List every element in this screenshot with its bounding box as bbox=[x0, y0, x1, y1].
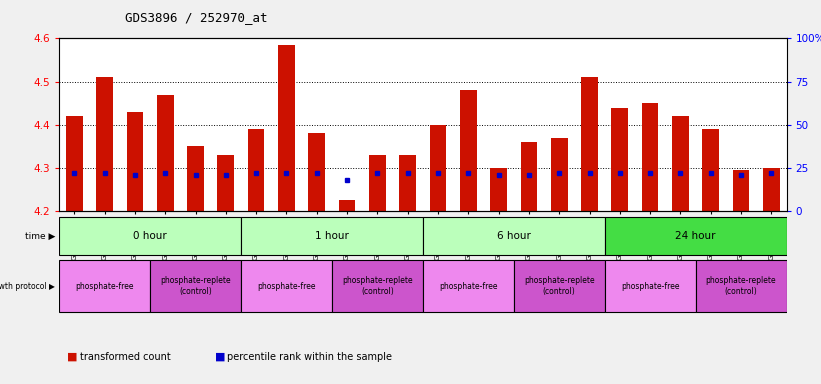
Text: phosphate-free: phosphate-free bbox=[257, 281, 316, 291]
Bar bbox=[604, 217, 787, 255]
Bar bbox=[695, 260, 787, 312]
Text: 6 hour: 6 hour bbox=[497, 231, 530, 241]
Bar bbox=[429, 125, 447, 211]
Text: phosphate-free: phosphate-free bbox=[439, 281, 498, 291]
Bar bbox=[490, 168, 507, 211]
Bar bbox=[150, 260, 241, 312]
Bar bbox=[59, 217, 241, 255]
Bar bbox=[126, 112, 143, 211]
Text: time ▶: time ▶ bbox=[25, 232, 55, 241]
Bar bbox=[96, 77, 113, 211]
Text: 24 hour: 24 hour bbox=[676, 231, 716, 241]
Bar bbox=[278, 45, 295, 211]
Bar bbox=[218, 155, 234, 211]
Text: growth protocol ▶: growth protocol ▶ bbox=[0, 281, 55, 291]
Bar bbox=[59, 260, 150, 312]
Bar bbox=[423, 260, 514, 312]
Text: 1 hour: 1 hour bbox=[315, 231, 349, 241]
Bar bbox=[241, 260, 332, 312]
Bar bbox=[521, 142, 537, 211]
Text: percentile rank within the sample: percentile rank within the sample bbox=[227, 352, 392, 362]
Bar bbox=[703, 129, 719, 211]
Bar bbox=[66, 116, 83, 211]
Bar bbox=[642, 103, 658, 211]
Bar bbox=[732, 170, 750, 211]
Bar bbox=[672, 116, 689, 211]
Bar bbox=[460, 90, 477, 211]
Text: phosphate-replete
(control): phosphate-replete (control) bbox=[342, 276, 413, 296]
Text: 0 hour: 0 hour bbox=[133, 231, 167, 241]
Bar bbox=[309, 134, 325, 211]
Bar bbox=[157, 94, 173, 211]
Bar bbox=[763, 168, 780, 211]
Bar bbox=[248, 129, 264, 211]
Text: transformed count: transformed count bbox=[80, 352, 171, 362]
Text: phosphate-free: phosphate-free bbox=[621, 281, 680, 291]
Bar bbox=[604, 260, 695, 312]
Bar bbox=[514, 260, 604, 312]
Bar bbox=[423, 217, 604, 255]
Text: phosphate-replete
(control): phosphate-replete (control) bbox=[160, 276, 231, 296]
Bar bbox=[241, 217, 423, 255]
Bar bbox=[551, 138, 567, 211]
Text: phosphate-replete
(control): phosphate-replete (control) bbox=[706, 276, 777, 296]
Bar bbox=[399, 155, 416, 211]
Text: ■: ■ bbox=[215, 352, 226, 362]
Bar bbox=[339, 200, 355, 211]
Bar bbox=[581, 77, 598, 211]
Text: GDS3896 / 252970_at: GDS3896 / 252970_at bbox=[125, 12, 268, 25]
Text: phosphate-free: phosphate-free bbox=[76, 281, 134, 291]
Bar bbox=[369, 155, 386, 211]
Bar bbox=[612, 108, 628, 211]
Text: phosphate-replete
(control): phosphate-replete (control) bbox=[524, 276, 594, 296]
Bar bbox=[332, 260, 423, 312]
Text: ■: ■ bbox=[67, 352, 78, 362]
Bar bbox=[187, 146, 204, 211]
